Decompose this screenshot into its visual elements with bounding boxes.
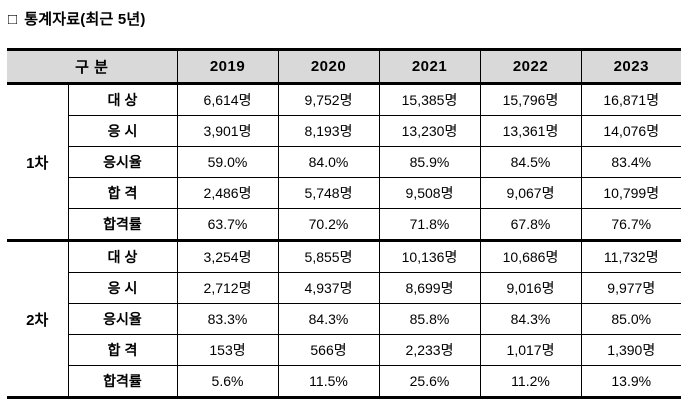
table-cell: 59.0% — [176, 146, 279, 178]
table-row: 2차 대 상 3,254명 5,855명 10,136명 10,686명 11,… — [7, 239, 681, 399]
table-cell: 10,799명 — [580, 177, 681, 209]
table-row: 합 격 2,486명 5,748명 9,508명 9,067명 10,799명 — [7, 177, 681, 209]
table-cell: 85.8% — [378, 303, 481, 335]
section-label-round1: 1차 — [7, 83, 69, 241]
table-row: 응 시 2,712명 4,937명 8,699명 9,016명 9,977명 — [7, 272, 681, 304]
table-header-row: 구 분 2019 2020 2021 2022 2023 — [7, 48, 681, 85]
row-label: 대 상 — [67, 239, 178, 273]
table-cell: 13,361명 — [479, 115, 582, 147]
table-cell: 8,699명 — [378, 272, 481, 304]
table-row: 합 격 153명 566명 2,233명 1,017명 1,390명 — [7, 334, 681, 366]
table-cell: 15,385명 — [378, 83, 481, 116]
table-cell: 2,486명 — [176, 177, 279, 209]
table-cell: 9,067명 — [479, 177, 582, 209]
table-cell: 566명 — [277, 334, 380, 366]
row-label: 합 격 — [67, 334, 178, 366]
table-cell: 5.6% — [176, 365, 279, 399]
table-row: 응 시 3,901명 8,193명 13,230명 13,361명 14,076… — [7, 115, 681, 147]
table-cell: 5,855명 — [277, 239, 380, 273]
table-cell: 71.8% — [378, 208, 481, 241]
table-cell: 25.6% — [378, 365, 481, 399]
table-cell: 13,230명 — [378, 115, 481, 147]
table-cell: 3,901명 — [176, 115, 279, 147]
table-cell: 9,508명 — [378, 177, 481, 209]
row-label: 합 격 — [67, 177, 178, 209]
table-cell: 8,193명 — [277, 115, 380, 147]
table-cell: 9,977명 — [580, 272, 681, 304]
table-cell: 6,614명 — [176, 83, 279, 116]
header-category: 구 분 — [7, 48, 178, 85]
page-title: □ 통계자료(최근 5년) — [8, 8, 146, 29]
table-row: 응시율 83.3% 84.3% 85.8% 84.3% 85.0% — [7, 303, 681, 335]
header-year-2020: 2020 — [277, 48, 380, 85]
table-cell: 10,686명 — [479, 239, 582, 273]
row-label: 응 시 — [67, 272, 178, 304]
table-cell: 1,017명 — [479, 334, 582, 366]
table-cell: 153명 — [176, 334, 279, 366]
row-label: 응시율 — [67, 303, 178, 335]
row-label: 대 상 — [67, 83, 178, 116]
table-cell: 85.0% — [580, 303, 681, 335]
header-year-2023: 2023 — [580, 48, 681, 85]
section-label-round2: 2차 — [7, 239, 69, 399]
table-cell: 84.0% — [277, 146, 380, 178]
table-cell: 9,752명 — [277, 83, 380, 116]
table-cell: 70.2% — [277, 208, 380, 241]
statistics-table: 구 분 2019 2020 2021 2022 2023 1차 대 상 6,61… — [7, 48, 681, 399]
table-row: 1차 대 상 6,614명 9,752명 15,385명 15,796명 16,… — [7, 83, 681, 241]
header-year-2021: 2021 — [378, 48, 481, 85]
table-row: 합격률 5.6% 11.5% 25.6% 11.2% 13.9% — [7, 365, 681, 399]
header-year-2019: 2019 — [176, 48, 279, 85]
row-label: 응시율 — [67, 146, 178, 178]
row-label: 합격률 — [67, 208, 178, 241]
table-cell: 2,712명 — [176, 272, 279, 304]
table-cell: 11.5% — [277, 365, 380, 399]
table-cell: 63.7% — [176, 208, 279, 241]
square-bullet-icon: □ — [8, 11, 18, 28]
table-cell: 14,076명 — [580, 115, 681, 147]
table-cell: 3,254명 — [176, 239, 279, 273]
table-cell: 2,233명 — [378, 334, 481, 366]
table-cell: 13.9% — [580, 365, 681, 399]
table-cell: 9,016명 — [479, 272, 582, 304]
table-cell: 11.2% — [479, 365, 582, 399]
header-year-2022: 2022 — [479, 48, 582, 85]
table-cell: 84.5% — [479, 146, 582, 178]
table-cell: 5,748명 — [277, 177, 380, 209]
table-cell: 83.3% — [176, 303, 279, 335]
table-cell: 76.7% — [580, 208, 681, 241]
table-cell: 4,937명 — [277, 272, 380, 304]
table-row: 응시율 59.0% 84.0% 85.9% 84.5% 83.4% — [7, 146, 681, 178]
table-cell: 1,390명 — [580, 334, 681, 366]
table-cell: 15,796명 — [479, 83, 582, 116]
table-cell: 84.3% — [479, 303, 582, 335]
table-row: 합격률 63.7% 70.2% 71.8% 67.8% 76.7% — [7, 208, 681, 241]
row-label: 합격률 — [67, 365, 178, 399]
table-cell: 67.8% — [479, 208, 582, 241]
table-cell: 83.4% — [580, 146, 681, 178]
table-cell: 85.9% — [378, 146, 481, 178]
table-cell: 84.3% — [277, 303, 380, 335]
table-cell: 11,732명 — [580, 239, 681, 273]
table-cell: 16,871명 — [580, 83, 681, 116]
table-cell: 10,136명 — [378, 239, 481, 273]
page-title-text: 통계자료(최근 5년) — [24, 11, 146, 28]
row-label: 응 시 — [67, 115, 178, 147]
